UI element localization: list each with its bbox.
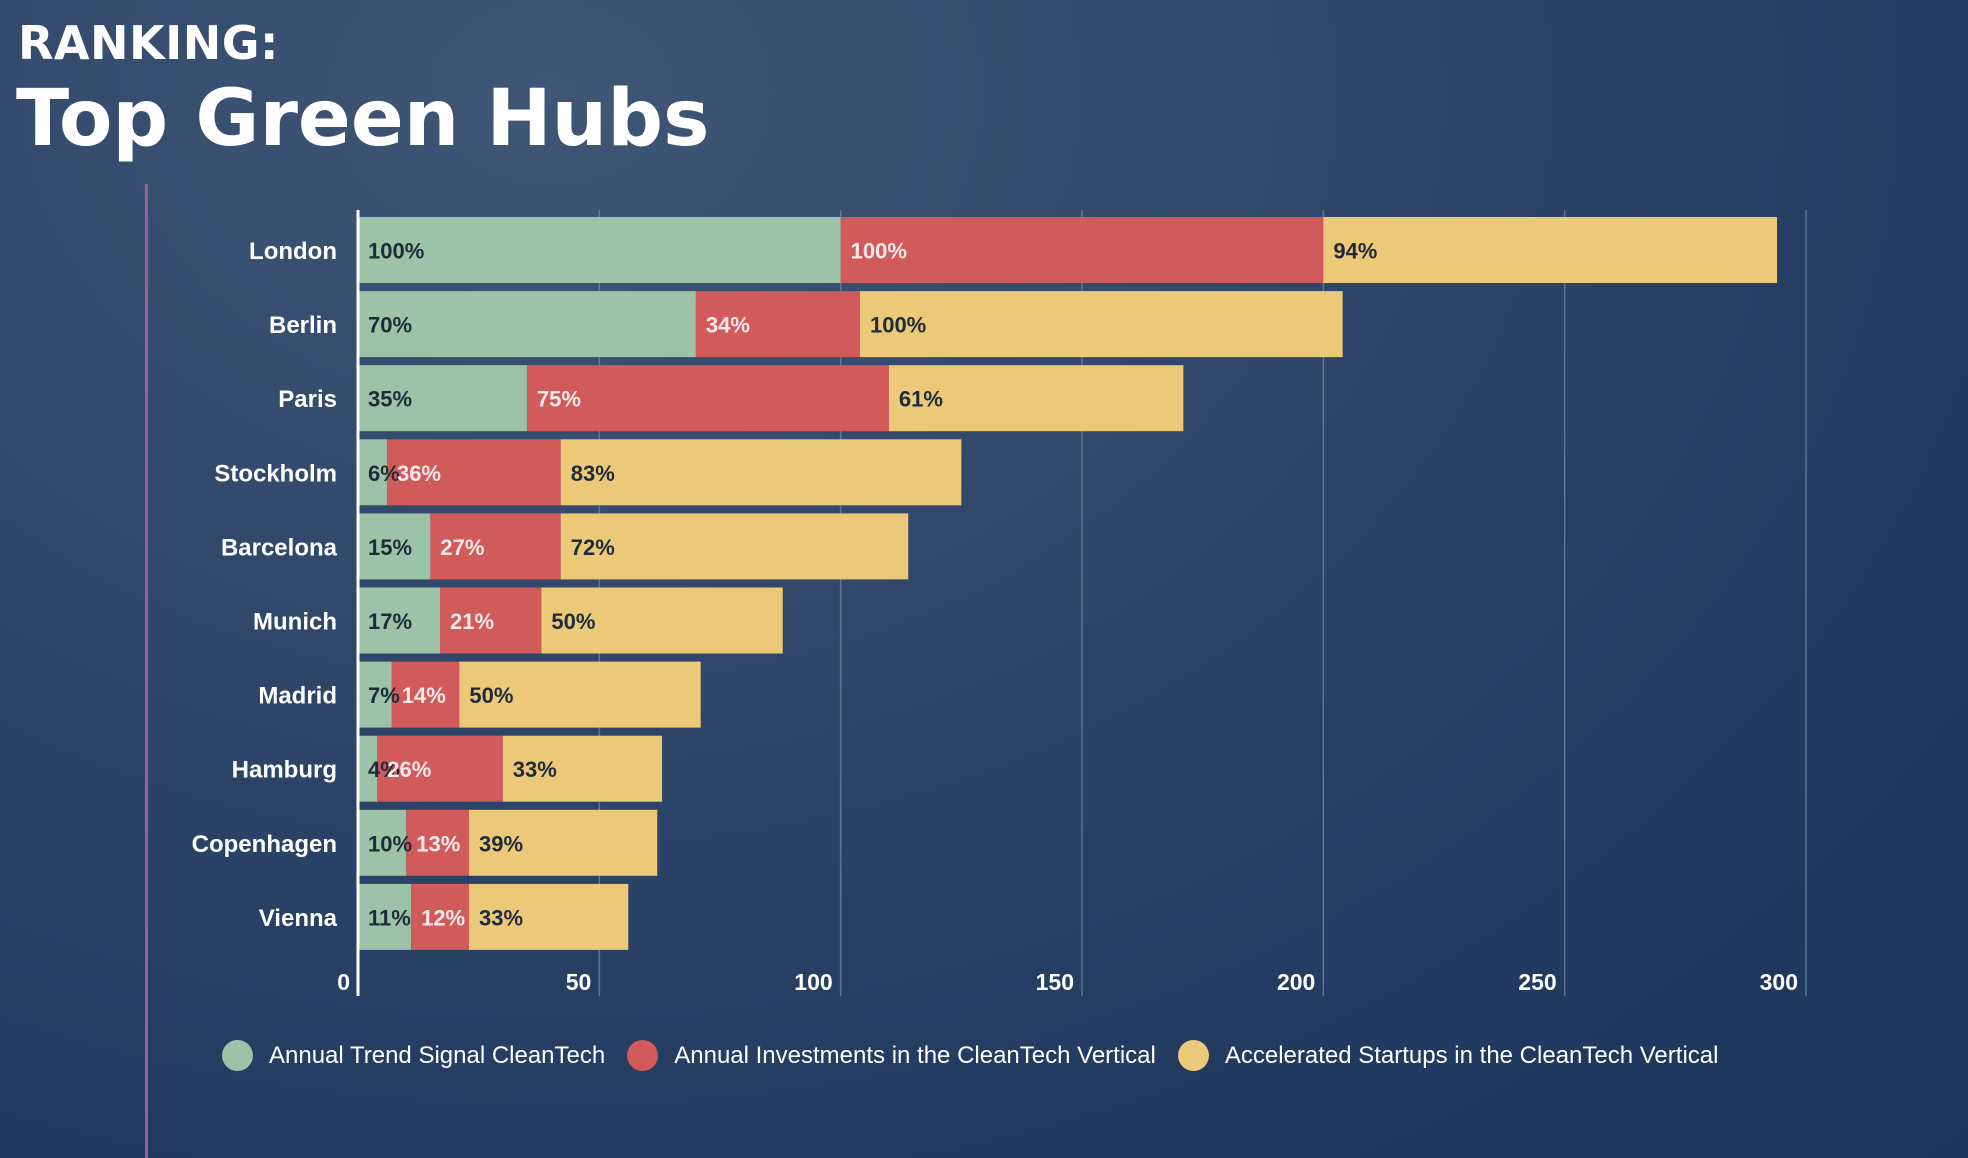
legend-swatch bbox=[1177, 1040, 1209, 1071]
x-tick-label: 300 bbox=[1760, 969, 1798, 995]
category-label: Barcelona bbox=[221, 534, 338, 561]
legend-label: Accelerated Startups in the CleanTech Ve… bbox=[1224, 1041, 1719, 1069]
bar-segment bbox=[840, 217, 1324, 283]
category-label: London bbox=[249, 238, 337, 265]
bar-segment bbox=[859, 291, 1343, 358]
bar-segment bbox=[469, 883, 629, 950]
bar-segment bbox=[406, 809, 470, 876]
chart-kicker: RANKING: bbox=[18, 16, 279, 70]
bar-segment bbox=[440, 587, 542, 654]
bar-segment bbox=[430, 513, 561, 580]
category-label: Copenhagen bbox=[192, 831, 337, 858]
data-label: 35% bbox=[368, 387, 412, 412]
legend-item: Annual Investments in the CleanTech Vert… bbox=[627, 1040, 1156, 1071]
chart-title: Top Green Hubs bbox=[16, 74, 710, 164]
category-label: Munich bbox=[253, 609, 337, 636]
bar-segment bbox=[358, 291, 696, 358]
data-label: 10% bbox=[368, 831, 412, 856]
chart-legend: Annual Trend Signal CleanTech Annual Inve… bbox=[222, 1040, 1740, 1071]
data-label: 15% bbox=[368, 535, 412, 560]
bar-segment bbox=[459, 661, 701, 728]
data-label: 70% bbox=[368, 313, 412, 338]
legend-swatch bbox=[222, 1040, 253, 1071]
data-label: 83% bbox=[571, 461, 615, 486]
legend-label: Annual Investments in the CleanTech Vert… bbox=[674, 1041, 1156, 1069]
accent-divider bbox=[145, 184, 148, 1158]
data-label: 14% bbox=[402, 683, 446, 708]
category-label: Vienna bbox=[259, 905, 338, 932]
legend-item: Accelerated Startups in the CleanTech Ve… bbox=[1177, 1040, 1719, 1071]
bar-segment bbox=[526, 365, 889, 432]
data-label: 13% bbox=[416, 831, 460, 856]
bar-segment bbox=[541, 587, 783, 654]
data-label: 72% bbox=[571, 535, 615, 560]
data-label: 100% bbox=[368, 239, 424, 264]
bar-segment bbox=[358, 661, 392, 728]
bar-segment bbox=[358, 735, 378, 802]
x-tick-label: 0 bbox=[337, 969, 350, 995]
x-tick-label: 150 bbox=[1036, 969, 1074, 995]
bar-segment bbox=[411, 883, 470, 950]
bar-segment bbox=[358, 217, 841, 283]
legend-label: Annual Trend Signal CleanTech bbox=[269, 1041, 606, 1069]
bar-segment bbox=[358, 883, 412, 950]
data-label: 39% bbox=[479, 831, 523, 856]
category-label: Hamburg bbox=[232, 757, 337, 784]
bar-segment bbox=[1323, 217, 1778, 283]
bar-segment bbox=[695, 291, 860, 358]
category-label: Madrid bbox=[258, 683, 337, 710]
bar-segment bbox=[377, 735, 503, 802]
data-label: 61% bbox=[899, 387, 943, 412]
data-label: 17% bbox=[368, 609, 412, 634]
data-label: 75% bbox=[537, 387, 581, 412]
x-tick-label: 250 bbox=[1518, 969, 1556, 995]
stacked-bar-chart: 100% 100% 94% London 70% 34% 100% Berlin 35% 75% 6… bbox=[192, 210, 1807, 996]
data-label: 4% bbox=[368, 757, 400, 782]
data-label: 36% bbox=[397, 461, 441, 486]
data-label: 11% bbox=[368, 905, 411, 930]
legend-item: Annual Trend Signal CleanTech bbox=[222, 1040, 605, 1071]
data-label: 50% bbox=[551, 609, 595, 634]
bar-segment bbox=[469, 809, 658, 876]
category-label: Stockholm bbox=[214, 460, 337, 487]
category-label: Berlin bbox=[269, 312, 337, 339]
x-tick-label: 50 bbox=[566, 969, 592, 995]
data-label: 50% bbox=[469, 683, 513, 708]
data-label: 12% bbox=[421, 905, 465, 930]
bar-segment bbox=[358, 587, 441, 654]
bar-segment bbox=[358, 365, 527, 432]
data-label: 94% bbox=[1333, 239, 1377, 264]
bar-segment bbox=[391, 661, 460, 728]
data-label: 34% bbox=[706, 313, 750, 338]
data-label: 100% bbox=[870, 313, 926, 338]
data-label: 27% bbox=[440, 535, 484, 560]
x-tick-label: 200 bbox=[1277, 969, 1315, 995]
data-label: 6% bbox=[368, 461, 400, 486]
data-label: 26% bbox=[387, 757, 431, 782]
bar-segment bbox=[560, 513, 909, 580]
data-label: 33% bbox=[513, 757, 557, 782]
data-label: 100% bbox=[851, 239, 907, 264]
x-tick-label: 100 bbox=[794, 969, 832, 995]
legend-swatch bbox=[627, 1040, 659, 1071]
data-label: 33% bbox=[479, 905, 523, 930]
data-label: 7% bbox=[368, 683, 400, 708]
category-label: Paris bbox=[278, 386, 337, 413]
bar-segment bbox=[560, 439, 962, 506]
bar-segment bbox=[502, 735, 663, 802]
bar-segment bbox=[358, 513, 431, 580]
bar-segment bbox=[386, 439, 561, 506]
bar-segment bbox=[358, 809, 407, 876]
bar-segment bbox=[888, 365, 1184, 432]
data-label: 21% bbox=[450, 609, 494, 634]
bar-segment bbox=[358, 439, 387, 506]
